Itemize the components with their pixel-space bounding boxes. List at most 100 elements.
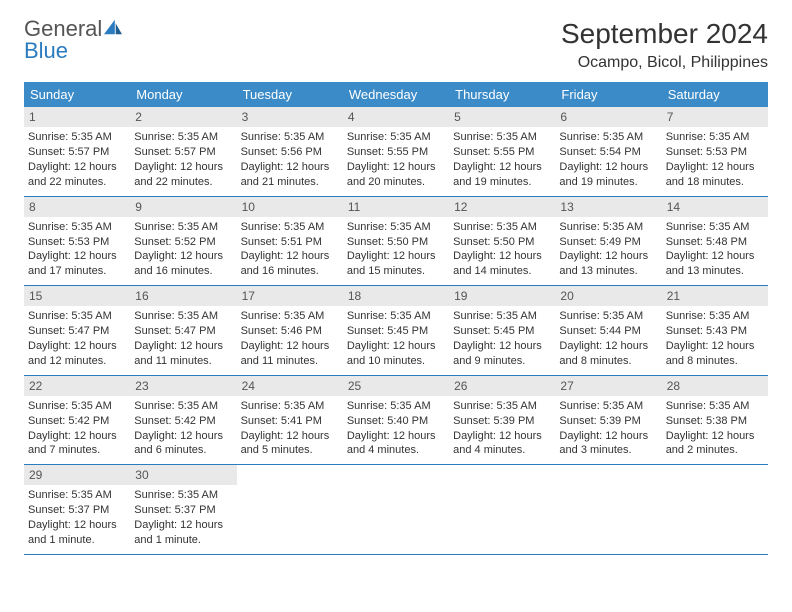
sunrise-text: Sunrise: 5:35 AM [241,130,339,145]
sunset-text: Sunset: 5:46 PM [241,324,339,339]
day-cell: 19 Sunrise: 5:35 AMSunset: 5:45 PMDayligh… [449,286,555,375]
day-cell: 8Sunrise: 5:35 AMSunset: 5:53 PMDaylight… [24,197,130,286]
sunrise-text: Sunrise: 5:35 AM [28,130,126,145]
month-title: September 2024 [561,18,768,50]
sunset-text: Sunset: 5:42 PM [28,414,126,429]
sunrise-text: Sunrise: 5:35 AM [241,220,339,235]
day-cell: 24Sunrise: 5:35 AMSunset: 5:41 PMDayligh… [237,376,343,465]
daylight-text: Daylight: 12 hours and 3 minutes. [559,429,657,459]
day-cell-empty [555,465,661,554]
sunset-text: Sunset: 5:52 PM [134,235,232,250]
sunrise-text: Sunrise: 5:35 AM [666,309,764,324]
day-number: 21 [662,286,768,306]
sunset-text: Sunset: 5:53 PM [28,235,126,250]
sunrise-text: Sunrise: 5:35 AM [134,488,232,503]
sunrise-text: Sunrise: 5:35 AM [28,399,126,414]
daylight-text: Daylight: 12 hours and 16 minutes. [134,249,232,279]
day-cell: 22Sunrise: 5:35 AMSunset: 5:42 PMDayligh… [24,376,130,465]
day-number: 28 [662,376,768,396]
day-number: 20 [555,286,661,306]
sunrise-text: Sunrise: 5:35 AM [666,130,764,145]
sunrise-text: Sunrise: 5:35 AM [28,309,126,324]
sunrise-text: Sunrise: 5:35 AM [666,220,764,235]
daylight-text: Daylight: 12 hours and 13 minutes. [559,249,657,279]
day-cell: 29Sunrise: 5:35 AMSunset: 5:37 PMDayligh… [24,465,130,554]
daylight-text: Daylight: 12 hours and 8 minutes. [666,339,764,369]
sunset-text: Sunset: 5:39 PM [559,414,657,429]
sunset-text: Sunset: 5:45 PM [347,324,445,339]
daylight-text: Daylight: 12 hours and 5 minutes. [241,429,339,459]
day-number: 23 [130,376,236,396]
sunrise-text: Sunrise: 5:35 AM [134,130,232,145]
sunset-text: Sunset: 5:42 PM [134,414,232,429]
daylight-text: Daylight: 12 hours and 1 minute. [28,518,126,548]
day-cell: 28Sunrise: 5:35 AMSunset: 5:38 PMDayligh… [662,376,768,465]
daylight-text: Daylight: 12 hours and 16 minutes. [241,249,339,279]
day-cell: 25Sunrise: 5:35 AMSunset: 5:40 PMDayligh… [343,376,449,465]
week-row: 15Sunrise: 5:35 AMSunset: 5:47 PMDayligh… [24,286,768,376]
sail-icon [102,18,124,36]
weekday-header: Wednesday [343,82,449,107]
day-cell: 6Sunrise: 5:35 AMSunset: 5:54 PMDaylight… [555,107,661,196]
sunset-text: Sunset: 5:38 PM [666,414,764,429]
day-number: 2 [130,107,236,127]
sunset-text: Sunset: 5:49 PM [559,235,657,250]
header: General Blue September 2024 Ocampo, Bico… [24,18,768,72]
day-cell-empty [237,465,343,554]
sunset-text: Sunset: 5:37 PM [134,503,232,518]
day-number: 1 [24,107,130,127]
daylight-text: Daylight: 12 hours and 22 minutes. [28,160,126,190]
day-cell-empty [449,465,555,554]
daylight-text: Daylight: 12 hours and 13 minutes. [666,249,764,279]
sunrise-text: Sunrise: 5:35 AM [347,309,445,324]
day-number: 27 [555,376,661,396]
day-cell: 1Sunrise: 5:35 AMSunset: 5:57 PMDaylight… [24,107,130,196]
sunrise-text: Sunrise: 5:35 AM [453,399,551,414]
day-number: 10 [237,197,343,217]
sunset-text: Sunset: 5:44 PM [559,324,657,339]
day-cell: 4Sunrise: 5:35 AMSunset: 5:55 PMDaylight… [343,107,449,196]
sunset-text: Sunset: 5:47 PM [134,324,232,339]
day-number: 30 [130,465,236,485]
sunset-text: Sunset: 5:56 PM [241,145,339,160]
logo-text: General Blue [24,18,124,62]
sunrise-text: Sunrise: 5:35 AM [453,130,551,145]
sunrise-text: Sunrise: 5:35 AM [134,220,232,235]
weekday-header: Friday [555,82,661,107]
daylight-text: Daylight: 12 hours and 10 minutes. [347,339,445,369]
daylight-text: Daylight: 12 hours and 6 minutes. [134,429,232,459]
daylight-text: Daylight: 12 hours and 11 minutes. [134,339,232,369]
sunrise-text: Sunrise: 5:35 AM [134,399,232,414]
day-cell: 13Sunrise: 5:35 AMSunset: 5:49 PMDayligh… [555,197,661,286]
sunrise-text: Sunrise: 5:35 AM [28,220,126,235]
day-cell: 14Sunrise: 5:35 AMSunset: 5:48 PMDayligh… [662,197,768,286]
sunrise-text: Sunrise: 5:35 AM [559,220,657,235]
daylight-text: Daylight: 12 hours and 4 minutes. [347,429,445,459]
day-cell: 27 Sunrise: 5:35 AMSunset: 5:39 PMDayligh… [555,376,661,465]
sunrise-text: Sunrise: 5:35 AM [134,309,232,324]
day-cell: 15Sunrise: 5:35 AMSunset: 5:47 PMDayligh… [24,286,130,375]
week-row: 22Sunrise: 5:35 AMSunset: 5:42 PMDayligh… [24,376,768,466]
daylight-text: Daylight: 12 hours and 19 minutes. [453,160,551,190]
day-number: 8 [24,197,130,217]
week-row: 8Sunrise: 5:35 AMSunset: 5:53 PMDaylight… [24,197,768,287]
sunrise-text: Sunrise: 5:35 AM [559,399,657,414]
day-number: 19 [449,286,555,306]
daylight-text: Daylight: 12 hours and 9 minutes. [453,339,551,369]
weekday-header: Tuesday [237,82,343,107]
day-cell: 16Sunrise: 5:35 AMSunset: 5:47 PMDayligh… [130,286,236,375]
sunset-text: Sunset: 5:48 PM [666,235,764,250]
sunset-text: Sunset: 5:55 PM [453,145,551,160]
daylight-text: Daylight: 12 hours and 11 minutes. [241,339,339,369]
day-cell: 2Sunrise: 5:35 AMSunset: 5:57 PMDaylight… [130,107,236,196]
weeks-container: 1Sunrise: 5:35 AMSunset: 5:57 PMDaylight… [24,107,768,555]
day-cell: 7Sunrise: 5:35 AMSunset: 5:53 PMDaylight… [662,107,768,196]
sunset-text: Sunset: 5:45 PM [453,324,551,339]
sunrise-text: Sunrise: 5:35 AM [347,220,445,235]
day-number: 18 [343,286,449,306]
sunset-text: Sunset: 5:50 PM [347,235,445,250]
sunrise-text: Sunrise: 5:35 AM [453,309,551,324]
daylight-text: Daylight: 12 hours and 19 minutes. [559,160,657,190]
weekday-header: Monday [130,82,236,107]
sunset-text: Sunset: 5:51 PM [241,235,339,250]
